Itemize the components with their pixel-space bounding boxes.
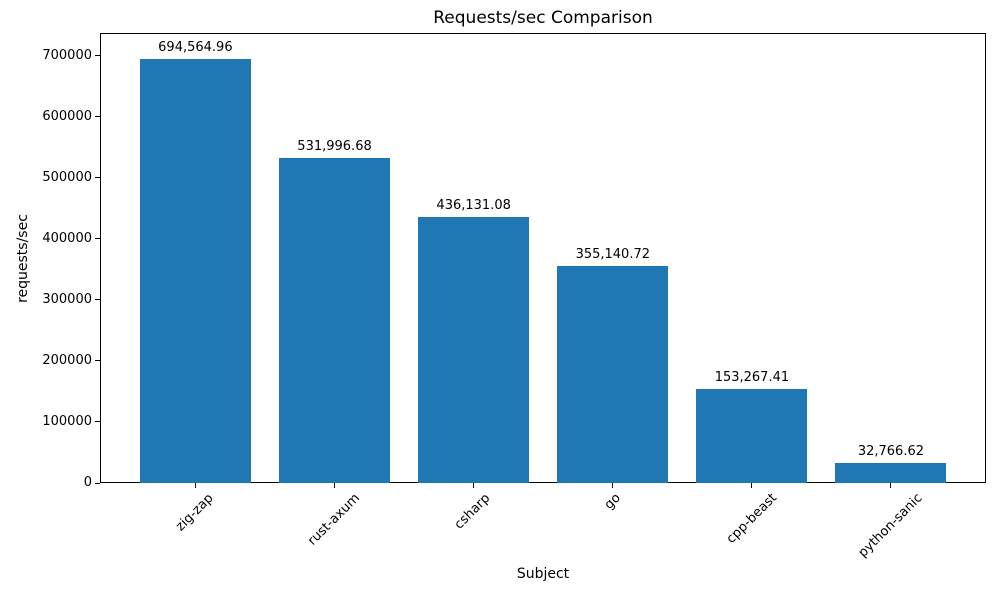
- x-tick-label: cpp-beast: [723, 490, 780, 548]
- y-axis-label: requests/sec: [14, 213, 31, 303]
- bar: [139, 58, 251, 483]
- x-tick-mark: [751, 483, 753, 488]
- y-tick-mark: [95, 55, 100, 57]
- y-tick-label: 600000: [42, 108, 92, 124]
- bar: [278, 158, 390, 483]
- chart-title: Requests/sec Comparison: [433, 8, 653, 28]
- x-tick-mark: [333, 483, 335, 488]
- x-tick-label: go: [601, 490, 624, 513]
- y-tick-mark: [95, 360, 100, 362]
- y-tick-mark: [95, 421, 100, 423]
- x-tick-label: csharp: [452, 491, 494, 533]
- y-tick-label: 100000: [42, 413, 92, 429]
- y-tick-label: 0: [83, 475, 92, 490]
- y-tick-label: 300000: [42, 291, 92, 307]
- y-tick-mark: [95, 116, 100, 118]
- bar-value-label: 32,766.62: [857, 443, 924, 459]
- y-tick-label: 500000: [42, 169, 92, 185]
- x-tick-mark: [194, 483, 196, 488]
- y-tick-label: 700000: [42, 47, 92, 63]
- x-tick-mark: [472, 483, 474, 488]
- x-tick-label: rust-axum: [304, 491, 363, 549]
- y-tick-mark: [95, 177, 100, 179]
- y-tick-mark: [95, 238, 100, 240]
- y-tick-mark: [95, 482, 100, 484]
- y-tick-label: 400000: [42, 230, 92, 246]
- bar-value-label: 436,131.08: [436, 197, 511, 213]
- bar-value-label: 355,140.72: [575, 247, 650, 263]
- bar: [556, 266, 669, 483]
- x-tick-mark: [612, 483, 614, 488]
- x-axis-label: Subject: [516, 566, 570, 582]
- bar-value-label: 153,267.41: [714, 370, 790, 386]
- bar: [835, 462, 947, 483]
- bar: [696, 389, 808, 483]
- x-tick-label: python-sanic: [855, 491, 926, 561]
- bar-value-label: 694,564.96: [158, 39, 233, 55]
- bar-value-label: 531,996.68: [297, 139, 372, 155]
- y-tick-mark: [95, 299, 100, 301]
- x-tick-mark: [890, 483, 892, 488]
- y-tick-label: 200000: [42, 352, 92, 368]
- x-tick-label: zig-zap: [173, 490, 217, 535]
- bar: [417, 216, 530, 483]
